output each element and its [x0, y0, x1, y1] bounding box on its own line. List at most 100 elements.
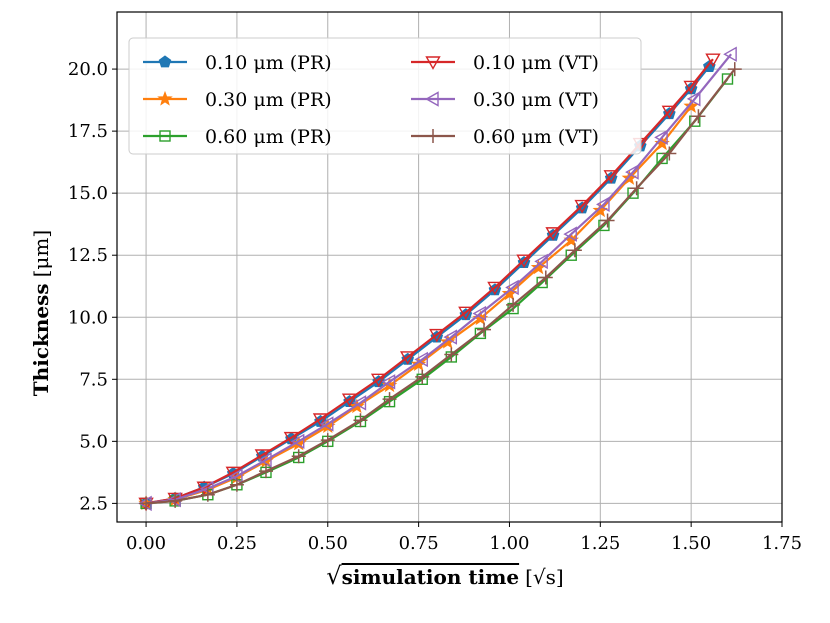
- legend-label: 0.60 μm (VT): [473, 126, 599, 148]
- data-point-marker: [656, 152, 668, 165]
- y-axis-label-main: Thickness: [29, 283, 53, 396]
- data-point-marker: [426, 129, 440, 143]
- y-tick-label: 12.5: [68, 245, 108, 266]
- data-point-marker: [283, 431, 300, 446]
- data-point-marker: [603, 170, 619, 184]
- data-point-marker: [258, 452, 272, 468]
- x-tick-label: 1.75: [762, 533, 802, 554]
- data-point-marker: [654, 129, 668, 146]
- legend-label: 0.10 μm (VT): [473, 52, 599, 74]
- legend-item: 0.30 μm (PR): [143, 89, 332, 111]
- y-axis-label: Thickness [μm]: [29, 230, 53, 396]
- data-point-marker: [290, 433, 305, 450]
- data-point-marker: [353, 413, 368, 428]
- legend-label: 0.30 μm (VT): [473, 89, 599, 111]
- legend-item: 0.10 μm (VT): [411, 52, 599, 74]
- data-point-marker: [727, 62, 742, 77]
- data-point-marker: [661, 105, 678, 120]
- data-point-marker: [229, 477, 244, 492]
- x-tick-label: 1.25: [580, 533, 620, 554]
- data-point-marker: [705, 53, 721, 68]
- data-point-marker: [139, 496, 154, 511]
- data-point-marker: [370, 373, 387, 388]
- data-point-marker: [312, 413, 329, 427]
- data-point-marker: [538, 270, 553, 285]
- data-point-marker: [662, 146, 677, 161]
- data-point-marker: [443, 329, 458, 345]
- data-point-marker: [429, 328, 445, 343]
- data-point-marker: [258, 464, 273, 479]
- data-point-marker: [425, 91, 439, 107]
- x-axis-label-unit: [√s]: [525, 565, 564, 589]
- x-axis-label-main: simulation time: [342, 565, 520, 589]
- data-point-marker: [439, 333, 456, 349]
- data-point-marker: [723, 46, 737, 62]
- y-tick-label: 20.0: [68, 59, 108, 80]
- y-axis-ticks: 2.5 5.0 7.5 10.0 12.5 15.0 17.5 20.0: [68, 59, 117, 514]
- data-point-marker: [516, 254, 532, 269]
- y-axis-label-unit: [μm]: [29, 230, 53, 278]
- data-point-marker: [691, 109, 706, 124]
- data-point-marker: [291, 449, 306, 464]
- legend-label: 0.30 μm (PR): [205, 89, 332, 111]
- data-point-marker: [157, 90, 173, 106]
- legend-item: 0.60 μm (VT): [411, 126, 599, 148]
- data-point-marker: [410, 356, 427, 371]
- data-point-marker: [425, 56, 441, 70]
- y-tick-label: 10.0: [68, 307, 108, 328]
- data-point-marker: [444, 347, 459, 362]
- data-point-marker: [574, 199, 590, 214]
- legend: 0.10 μm (PR) 0.30 μm (PR) 0.60 μm (PR) 0.10…: [128, 37, 642, 155]
- x-tick-label: 1.50: [671, 533, 711, 554]
- data-point-marker: [341, 393, 358, 408]
- data-point-marker: [487, 281, 503, 296]
- data-point-marker: [382, 392, 397, 407]
- data-point-marker: [505, 279, 519, 296]
- data-point-marker: [472, 305, 487, 322]
- data-point-marker: [477, 322, 492, 337]
- data-point-marker: [534, 253, 548, 270]
- y-tick-label: 17.5: [68, 121, 108, 142]
- data-point-marker: [545, 227, 561, 241]
- data-point-marker: [319, 416, 334, 432]
- x-tick-label: 0.25: [217, 533, 257, 554]
- data-point-marker: [159, 130, 171, 142]
- legend-items: 0.10 μm (PR) 0.30 μm (PR) 0.60 μm (PR) 0.10…: [143, 52, 599, 148]
- series-layer: [138, 46, 742, 512]
- y-tick-label: 5.0: [79, 431, 108, 452]
- data-point-marker: [381, 374, 396, 390]
- legend-item: 0.60 μm (PR): [143, 126, 332, 148]
- legend-item: 0.10 μm (PR): [143, 52, 332, 74]
- plot-frame: [116, 11, 783, 523]
- legend-item: 0.30 μm (VT): [411, 89, 599, 111]
- data-point-marker: [563, 226, 577, 242]
- data-point-marker: [567, 243, 582, 258]
- y-tick-label: 15.0: [68, 183, 108, 204]
- x-tick-label: 1.00: [489, 533, 529, 554]
- x-axis-label-radical: √: [326, 562, 342, 590]
- data-point-marker: [506, 297, 521, 312]
- data-point-marker: [458, 306, 474, 321]
- data-point-marker: [629, 181, 644, 196]
- data-point-marker: [625, 164, 639, 180]
- data-point-marker: [200, 487, 215, 502]
- data-point-marker: [683, 80, 699, 95]
- data-point-marker: [400, 351, 416, 365]
- data-point-marker: [474, 327, 487, 340]
- legend-label: 0.60 μm (PR): [205, 126, 332, 148]
- data-point-marker: [320, 433, 335, 448]
- y-tick-label: 7.5: [79, 369, 108, 390]
- x-tick-label: 0.75: [399, 533, 439, 554]
- legend-frame: [128, 37, 642, 155]
- data-point-marker: [600, 213, 615, 228]
- series-6: [139, 62, 742, 511]
- data-point-marker: [352, 395, 367, 411]
- data-point-marker: [721, 73, 734, 85]
- data-point-marker: [158, 55, 172, 68]
- data-point-marker: [686, 91, 701, 107]
- x-tick-label: 0.00: [126, 533, 166, 554]
- y-tick-label: 2.5: [79, 493, 108, 514]
- x-tick-label: 0.50: [308, 533, 348, 554]
- data-point-marker: [596, 196, 610, 213]
